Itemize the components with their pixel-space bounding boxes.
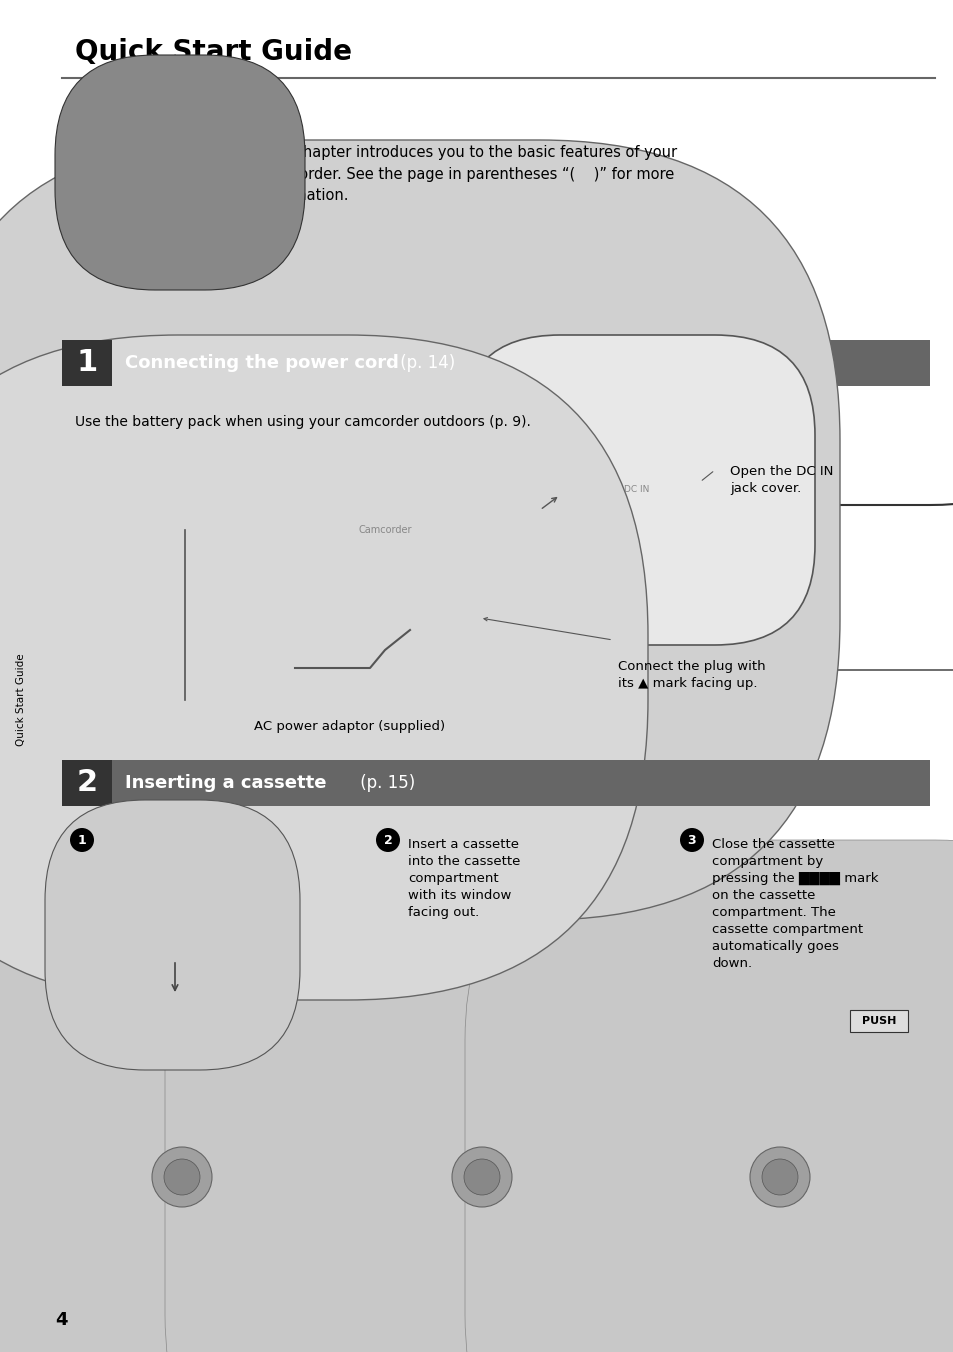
- Circle shape: [123, 108, 167, 151]
- Bar: [0, 0, 42, 1352]
- FancyBboxPatch shape: [0, 141, 840, 919]
- Text: 2: 2: [383, 833, 392, 846]
- Text: PUSH: PUSH: [861, 1015, 895, 1026]
- Text: Quick Start Guide: Quick Start Guide: [75, 38, 352, 66]
- Circle shape: [152, 1146, 212, 1207]
- Text: Quick Start Guide: Quick Start Guide: [16, 653, 26, 746]
- Text: AC power adaptor (supplied): AC power adaptor (supplied): [254, 721, 445, 733]
- Text: Insert a cassette
into the cassette
compartment
with its window
facing out.: Insert a cassette into the cassette comp…: [408, 838, 519, 919]
- Bar: [62, 339, 929, 387]
- FancyArrowPatch shape: [541, 498, 556, 508]
- FancyBboxPatch shape: [521, 671, 953, 1145]
- Text: 2: 2: [76, 768, 97, 798]
- Bar: [62, 760, 929, 806]
- Text: 1: 1: [77, 833, 87, 846]
- FancyBboxPatch shape: [165, 840, 840, 1352]
- Text: Connecting the power cord: Connecting the power cord: [125, 354, 398, 372]
- Circle shape: [452, 1146, 512, 1207]
- Text: (p. 15): (p. 15): [355, 773, 415, 792]
- Text: DC IN: DC IN: [623, 485, 649, 495]
- FancyBboxPatch shape: [45, 800, 299, 1069]
- Polygon shape: [110, 155, 180, 270]
- Circle shape: [375, 827, 399, 852]
- FancyBboxPatch shape: [0, 335, 647, 1000]
- Text: Camcorder: Camcorder: [358, 525, 412, 535]
- FancyArrowPatch shape: [483, 618, 610, 639]
- Text: This chapter introduces you to the basic features of your
camcorder. See the pag: This chapter introduces you to the basic…: [260, 145, 677, 203]
- Circle shape: [70, 827, 94, 852]
- Text: Slide EJECT in the
direction of the arrow
while pressing the
small blue button.: Slide EJECT in the direction of the arro…: [102, 838, 246, 902]
- Text: Inserting a cassette: Inserting a cassette: [125, 773, 326, 792]
- Text: 4: 4: [55, 1311, 68, 1329]
- Circle shape: [761, 1159, 797, 1195]
- Bar: [62, 760, 112, 806]
- FancyBboxPatch shape: [55, 55, 305, 289]
- Text: Open the DC IN
jack cover.: Open the DC IN jack cover.: [729, 465, 833, 495]
- Circle shape: [463, 1159, 499, 1195]
- Text: Use the battery pack when using your camcorder outdoors (p. 9).: Use the battery pack when using your cam…: [75, 415, 530, 429]
- FancyBboxPatch shape: [459, 335, 814, 645]
- FancyBboxPatch shape: [218, 671, 807, 1145]
- Circle shape: [164, 1159, 200, 1195]
- Text: 1: 1: [76, 349, 97, 377]
- FancyBboxPatch shape: [0, 0, 953, 506]
- FancyArrowPatch shape: [701, 472, 712, 480]
- Circle shape: [749, 1146, 809, 1207]
- Text: (p. 14): (p. 14): [395, 354, 455, 372]
- Text: 3: 3: [687, 833, 696, 846]
- Text: Close the cassette
compartment by
pressing the ████ mark
on the cassette
compart: Close the cassette compartment by pressi…: [711, 838, 878, 971]
- FancyBboxPatch shape: [464, 840, 953, 1352]
- Bar: [62, 339, 112, 387]
- Text: ✏: ✏: [120, 157, 190, 238]
- FancyBboxPatch shape: [0, 671, 501, 1145]
- FancyBboxPatch shape: [0, 840, 537, 1352]
- Bar: [849, 1010, 907, 1032]
- Circle shape: [679, 827, 703, 852]
- Text: Connect the plug with
its ▲ mark facing up.: Connect the plug with its ▲ mark facing …: [618, 660, 765, 690]
